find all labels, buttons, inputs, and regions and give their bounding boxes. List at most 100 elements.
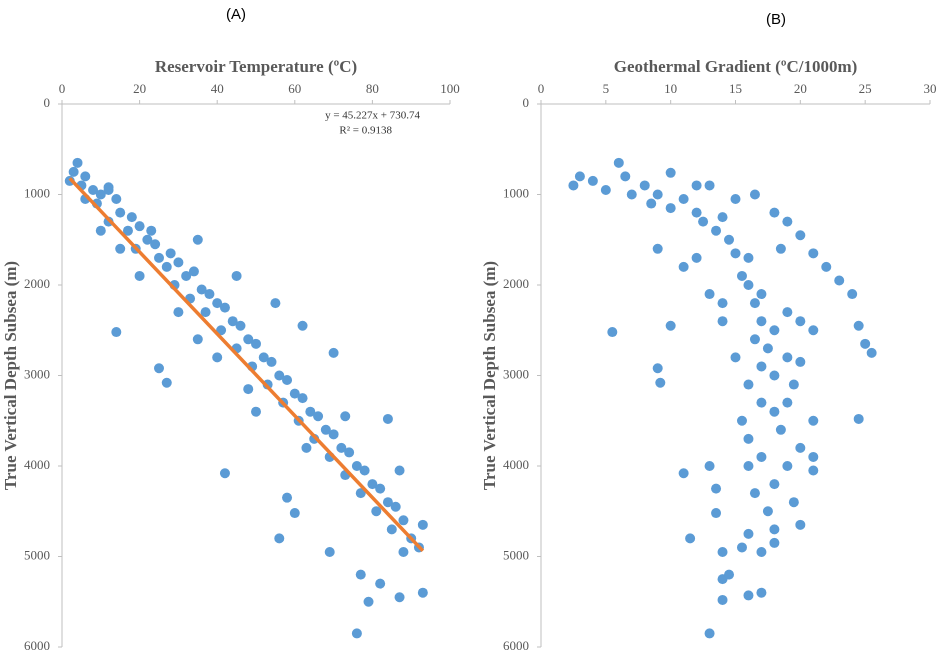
point	[95, 189, 106, 200]
point	[665, 203, 676, 214]
point	[743, 590, 754, 601]
point	[736, 270, 747, 281]
point	[736, 415, 747, 426]
y-tick-label: 0	[44, 95, 51, 110]
point	[678, 261, 689, 272]
x-tick-label: 10	[664, 81, 677, 96]
point	[154, 363, 164, 374]
point	[646, 198, 657, 209]
point	[665, 320, 676, 331]
point	[730, 248, 741, 259]
point	[652, 363, 663, 374]
point	[161, 377, 172, 388]
point	[743, 461, 754, 471]
point	[756, 361, 767, 372]
point	[266, 356, 277, 367]
point	[724, 234, 735, 245]
point	[115, 207, 126, 218]
point	[678, 194, 689, 205]
point	[251, 338, 261, 349]
point	[711, 483, 722, 494]
point	[769, 370, 780, 381]
point	[115, 243, 126, 254]
point	[743, 379, 754, 390]
point	[749, 189, 760, 200]
point	[743, 433, 754, 444]
point	[355, 488, 366, 499]
point	[382, 413, 393, 424]
point	[756, 316, 767, 327]
point	[219, 302, 230, 313]
point	[363, 596, 374, 607]
point	[212, 298, 223, 309]
point	[282, 375, 293, 386]
point	[639, 180, 650, 191]
point	[274, 370, 285, 381]
point	[711, 508, 722, 519]
point	[251, 406, 261, 417]
point	[382, 497, 393, 508]
point	[173, 307, 184, 318]
point	[730, 352, 741, 363]
x-tick-label: 20	[133, 81, 146, 96]
point	[398, 515, 409, 526]
y-tick-label: 2000	[503, 276, 529, 291]
x-tick-label: 30	[924, 81, 937, 96]
point	[756, 289, 767, 300]
x-tick-label: 40	[211, 81, 224, 96]
point	[756, 397, 767, 408]
point	[227, 316, 238, 327]
x-tick-label: 0	[59, 81, 66, 96]
trendline	[68, 177, 425, 552]
point	[743, 252, 754, 263]
point	[769, 524, 780, 535]
point	[258, 352, 269, 363]
point	[704, 289, 715, 300]
point	[704, 180, 715, 191]
point	[394, 465, 405, 476]
point	[344, 447, 355, 458]
y-tick-label: 1000	[503, 185, 529, 200]
point	[724, 569, 735, 580]
point	[161, 261, 172, 272]
point	[324, 546, 335, 557]
point	[795, 356, 806, 367]
point	[181, 270, 192, 281]
point	[847, 289, 858, 300]
y-tick-label: 0	[523, 95, 530, 110]
point	[88, 184, 99, 195]
y-axis-title: True Vertical Depth Subsea (m)	[1, 261, 20, 490]
y-tick-label: 3000	[24, 366, 50, 381]
point	[655, 377, 666, 388]
y-tick-label: 6000	[503, 638, 529, 653]
point	[730, 194, 741, 205]
point	[95, 225, 106, 236]
point	[122, 225, 133, 236]
point	[795, 519, 806, 530]
x-tick-label: 25	[859, 81, 872, 96]
point	[417, 519, 428, 530]
point	[782, 397, 793, 408]
point	[756, 587, 767, 598]
y-tick-label: 5000	[24, 547, 50, 562]
point	[313, 411, 324, 422]
point	[142, 234, 153, 245]
point	[173, 257, 184, 268]
point	[698, 216, 709, 227]
point	[68, 166, 79, 177]
y-tick-label: 6000	[24, 638, 50, 653]
point	[788, 497, 799, 508]
point	[717, 594, 728, 605]
point	[769, 479, 780, 490]
point	[762, 343, 773, 354]
x-tick-label: 60	[288, 81, 301, 96]
x-tick-label: 5	[603, 81, 610, 96]
point	[743, 280, 754, 290]
point	[691, 252, 702, 263]
point	[782, 307, 793, 318]
point	[808, 248, 819, 259]
point	[328, 347, 339, 358]
point	[328, 429, 339, 440]
point	[282, 492, 293, 503]
point	[795, 230, 806, 241]
